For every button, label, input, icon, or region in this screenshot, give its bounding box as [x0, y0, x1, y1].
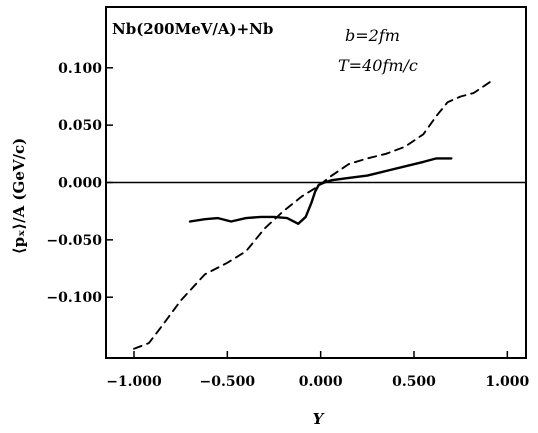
x-tick-label: −0.500: [200, 374, 256, 390]
y-tick-label: 0.100: [58, 61, 102, 77]
annotation-impact-parameter: b=2fm: [345, 26, 400, 45]
x-axis-label: Y: [313, 410, 325, 428]
y-tick-label: −0.050: [46, 233, 102, 249]
y-tick-label: 0.050: [58, 118, 102, 134]
x-tick-label: −1.000: [106, 374, 162, 390]
y-tick-label: −0.100: [46, 290, 102, 306]
x-tick-label: 0.000: [299, 374, 343, 390]
y-tick-label: 0.000: [58, 176, 102, 192]
annotation-reaction: Nb(200MeV/A)+Nb: [112, 20, 273, 38]
y-axis-label: ⟨pₓ⟩/A (GeV/c): [10, 138, 28, 254]
solid-series-line: [188, 157, 453, 226]
annotation-time: T=40fm/c: [338, 56, 418, 75]
x-tick-label: 1.000: [485, 374, 529, 390]
x-tick-label: 0.500: [392, 374, 436, 390]
dashed-series-line: [133, 79, 494, 350]
